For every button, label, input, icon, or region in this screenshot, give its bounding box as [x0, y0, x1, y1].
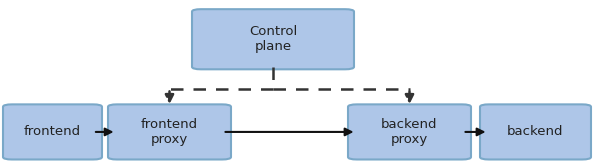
Text: backend
proxy: backend proxy: [381, 118, 438, 146]
Text: frontend: frontend: [24, 125, 81, 138]
Text: Control
plane: Control plane: [249, 25, 297, 53]
FancyBboxPatch shape: [480, 104, 591, 159]
Text: frontend
proxy: frontend proxy: [141, 118, 198, 146]
FancyBboxPatch shape: [108, 104, 231, 159]
FancyBboxPatch shape: [348, 104, 471, 159]
FancyBboxPatch shape: [3, 104, 102, 159]
Text: backend: backend: [507, 125, 564, 138]
FancyBboxPatch shape: [192, 9, 354, 69]
